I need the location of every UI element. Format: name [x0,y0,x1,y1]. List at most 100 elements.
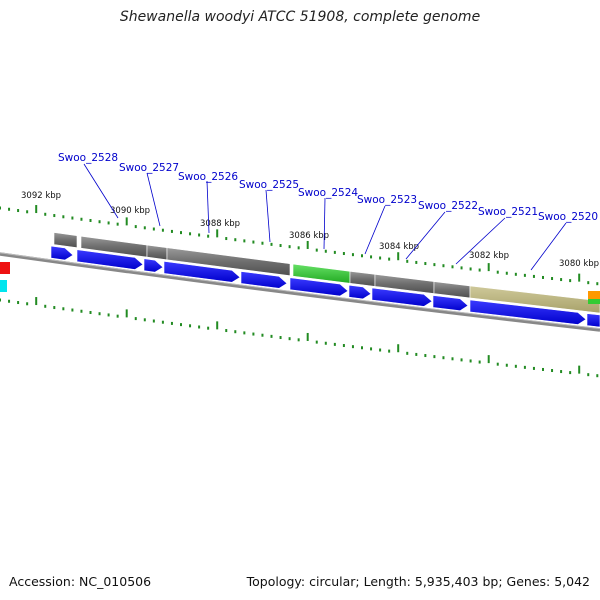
minor-tick [198,325,201,329]
major-tick [397,252,400,261]
gene-block-gray[interactable] [166,247,291,277]
gene-label-swoo-2526[interactable]: Swoo_2526 [178,171,238,183]
minor-tick [279,244,282,248]
cds-arrow[interactable] [469,299,587,325]
cds-arrow[interactable] [586,313,600,328]
minor-tick [261,241,264,245]
minor-tick [460,358,463,362]
major-tick [578,273,581,282]
minor-tick [288,337,291,341]
partial-red-feature [0,262,10,274]
minor-tick [225,329,228,333]
minor-tick [80,217,83,221]
minor-tick [252,240,255,244]
genome-backbone [0,252,600,332]
label-leader-line [455,217,506,265]
kbp-label: 3082 kbp [469,251,509,261]
gene-label-swoo-2524[interactable]: Swoo_2524 [298,187,358,199]
minor-tick [170,321,173,325]
minor-tick [496,362,499,366]
minor-tick [170,229,173,233]
minor-tick [116,222,119,226]
minor-tick [496,270,499,274]
major-tick [487,263,490,272]
minor-tick [379,348,382,352]
minor-tick [180,231,182,235]
minor-tick [98,312,101,316]
minor-tick [107,313,110,317]
kbp-label: 3090 kbp [110,206,150,216]
cds-arrow[interactable] [240,271,288,289]
minor-tick [0,298,1,302]
minor-tick [361,254,363,258]
minor-tick [89,310,92,314]
minor-tick [469,267,472,271]
minor-tick [361,346,363,350]
gene-block-gray[interactable] [349,270,376,287]
minor-tick [415,260,418,264]
minor-tick [424,262,427,266]
label-leader-line [405,211,446,260]
minor-tick [252,332,255,336]
minor-tick [542,367,544,371]
minor-tick [26,210,29,214]
kbp-label: 3084 kbp [379,242,419,252]
gene-label-swoo-2521[interactable]: Swoo_2521 [478,206,538,218]
gene-label-swoo-2522[interactable]: Swoo_2522 [418,200,478,212]
minor-tick [351,253,354,257]
minor-tick [596,282,599,286]
cds-arrow[interactable] [371,287,433,307]
minor-tick [62,307,65,311]
major-tick [125,309,128,318]
gene-block-olive[interactable] [469,285,600,314]
minor-tick [288,245,291,249]
minor-tick [560,278,563,282]
cds-arrow[interactable] [143,258,164,273]
cds-arrow[interactable] [289,277,349,297]
cds-arrow[interactable] [348,284,372,300]
gene-block-gray[interactable] [433,281,471,299]
minor-tick [523,365,526,369]
minor-tick [379,256,382,260]
minor-tick [388,349,391,353]
minor-tick [71,308,74,312]
label-leader-line [323,197,326,250]
gene-label-swoo-2523[interactable]: Swoo_2523 [357,194,417,206]
cds-arrow[interactable] [163,261,241,283]
minor-tick [478,268,481,272]
minor-tick [297,246,300,250]
minor-tick [89,218,92,222]
minor-tick [315,340,318,344]
label-leader-line [265,189,271,243]
minor-tick [342,252,345,256]
accession-text: Accession: NC_010506 [9,574,152,589]
gene-block-gray[interactable] [53,232,78,248]
gene-label-swoo-2527[interactable]: Swoo_2527 [119,162,179,174]
major-tick [397,344,400,353]
minor-tick [333,342,336,346]
cds-arrow[interactable] [432,295,469,312]
minor-tick [225,237,228,241]
minor-tick [207,326,210,330]
gene-label-swoo-2525[interactable]: Swoo_2525 [239,179,299,191]
cds-arrow[interactable] [50,245,74,261]
cds-arrow[interactable] [76,249,144,270]
label-leader-line [530,222,567,271]
major-tick [35,205,38,214]
minor-tick [433,355,436,359]
minor-tick [333,250,336,254]
minor-tick [243,331,246,335]
partial-cyan-feature [0,280,7,292]
minor-tick [152,227,155,231]
minor-tick [279,336,282,340]
genome-summary-text: Topology: circular; Length: 5,935,403 bp… [246,574,590,589]
minor-tick [161,320,164,324]
gene-label-swoo-2520[interactable]: Swoo_2520 [538,211,598,223]
minor-tick [0,206,1,210]
gene-block-gray[interactable] [146,244,168,261]
kbp-label: 3092 kbp [21,191,61,201]
major-tick [216,229,219,238]
minor-tick [189,324,192,328]
gene-label-swoo-2528[interactable]: Swoo_2528 [58,152,118,164]
minor-tick [270,334,273,338]
